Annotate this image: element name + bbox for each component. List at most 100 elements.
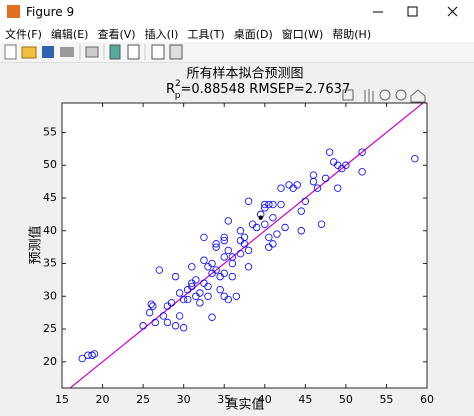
data-point bbox=[277, 184, 285, 192]
data-point bbox=[78, 354, 86, 363]
data-point bbox=[224, 217, 232, 225]
data-point bbox=[149, 302, 157, 310]
data-point bbox=[171, 272, 180, 281]
y-axis-label: 预测值 bbox=[28, 225, 44, 264]
data-point bbox=[297, 227, 305, 235]
home-icon[interactable] bbox=[410, 89, 426, 103]
highlight-point bbox=[258, 215, 263, 220]
data-point bbox=[301, 197, 310, 205]
data-point bbox=[196, 299, 204, 307]
y-tick-label: 25 bbox=[43, 322, 57, 335]
data-point bbox=[269, 213, 277, 222]
x-tick-label: 15 bbox=[55, 393, 69, 406]
menu-item[interactable]: 桌面(D) bbox=[233, 28, 273, 41]
data-point bbox=[159, 312, 168, 320]
colorbar-icon[interactable] bbox=[109, 44, 121, 60]
property-icon[interactable] bbox=[151, 44, 165, 60]
data-point bbox=[204, 282, 212, 291]
data-point bbox=[411, 154, 419, 163]
subtitle-sup: 2 bbox=[175, 79, 181, 89]
axes-box bbox=[61, 102, 428, 389]
data-point bbox=[334, 184, 342, 192]
legend-icon[interactable] bbox=[127, 44, 140, 60]
save-icon[interactable] bbox=[42, 46, 54, 58]
data-point bbox=[265, 233, 273, 242]
menu-item[interactable]: 工具(T) bbox=[187, 28, 225, 41]
data-point bbox=[228, 253, 237, 261]
dock-icon[interactable] bbox=[169, 44, 183, 60]
data-point bbox=[342, 161, 350, 169]
menu-item[interactable]: 编辑(E) bbox=[50, 28, 89, 41]
data-point bbox=[252, 223, 261, 232]
menu-item[interactable]: 查看(V) bbox=[97, 28, 136, 41]
data-point bbox=[216, 286, 224, 294]
data-point bbox=[167, 299, 176, 307]
data-point bbox=[145, 308, 154, 317]
subtitle-sub: p bbox=[175, 91, 181, 101]
data-point bbox=[261, 220, 269, 228]
data-point bbox=[228, 272, 237, 281]
x-tick-label: 50 bbox=[339, 393, 353, 406]
y-tick-label: 20 bbox=[43, 355, 57, 368]
x-tick-label: 30 bbox=[177, 393, 191, 406]
y-tick-label: 40 bbox=[43, 224, 57, 237]
subtitle-base: R bbox=[166, 82, 175, 97]
pan-icon[interactable] bbox=[364, 89, 374, 102]
data-point bbox=[175, 289, 184, 297]
y-tick-label: 55 bbox=[43, 125, 57, 138]
data-point bbox=[204, 292, 212, 300]
data-point bbox=[277, 200, 285, 209]
menu-item[interactable]: 窗口(W) bbox=[281, 28, 324, 41]
data-point bbox=[139, 322, 147, 330]
data-point bbox=[212, 266, 220, 274]
axes-background bbox=[62, 103, 427, 388]
data-point bbox=[220, 269, 228, 278]
data-point bbox=[309, 171, 318, 179]
data-point bbox=[313, 184, 322, 192]
menu-item[interactable]: 帮助(H) bbox=[332, 28, 372, 41]
chart: 所有样本拟合预测图 R2 p=0.88548 RMSEP=2.7637 真实值 预… bbox=[28, 67, 435, 413]
data-point bbox=[220, 236, 228, 245]
link-icon[interactable] bbox=[85, 46, 99, 58]
data-point bbox=[236, 227, 245, 235]
data-point bbox=[317, 220, 326, 228]
data-point bbox=[244, 197, 253, 205]
data-point bbox=[200, 233, 208, 242]
x-tick-label: 40 bbox=[258, 393, 272, 406]
data-point bbox=[200, 256, 208, 264]
data-point bbox=[269, 240, 277, 248]
menu-item[interactable]: 插入(I) bbox=[144, 28, 179, 41]
data-point bbox=[281, 223, 289, 232]
new-icon[interactable] bbox=[4, 44, 17, 60]
print-icon[interactable] bbox=[60, 47, 74, 57]
x-tick-label: 55 bbox=[379, 393, 393, 406]
axes-toolbar bbox=[342, 89, 426, 103]
data-point bbox=[196, 289, 204, 297]
close-button[interactable] bbox=[447, 6, 458, 17]
app-icon bbox=[7, 5, 20, 18]
data-point bbox=[212, 240, 220, 248]
data-point bbox=[321, 174, 330, 183]
subtitle-text: =0.88548 RMSEP=2.7637 bbox=[181, 82, 351, 97]
y-tick-label: 50 bbox=[43, 158, 57, 171]
y-tick-label: 30 bbox=[43, 289, 57, 302]
data-point bbox=[240, 240, 249, 248]
maximize-button[interactable] bbox=[407, 6, 418, 17]
export-icon[interactable] bbox=[342, 89, 354, 101]
data-point bbox=[151, 318, 159, 327]
x-tick-label: 45 bbox=[298, 393, 312, 406]
data-point bbox=[269, 200, 277, 209]
y-tick-label: 45 bbox=[43, 191, 57, 204]
y-tick-label: 35 bbox=[43, 257, 57, 270]
title-bar: Figure 9 bbox=[0, 0, 474, 24]
data-point bbox=[179, 324, 188, 332]
open-icon[interactable] bbox=[21, 46, 37, 59]
data-point bbox=[265, 200, 273, 209]
zoom-in-icon[interactable] bbox=[379, 89, 391, 101]
data-point bbox=[232, 292, 241, 300]
zoom-out-icon[interactable] bbox=[395, 89, 407, 101]
menu-item[interactable]: 文件(F) bbox=[5, 28, 42, 41]
data-point bbox=[175, 312, 184, 320]
data-point bbox=[90, 350, 99, 358]
